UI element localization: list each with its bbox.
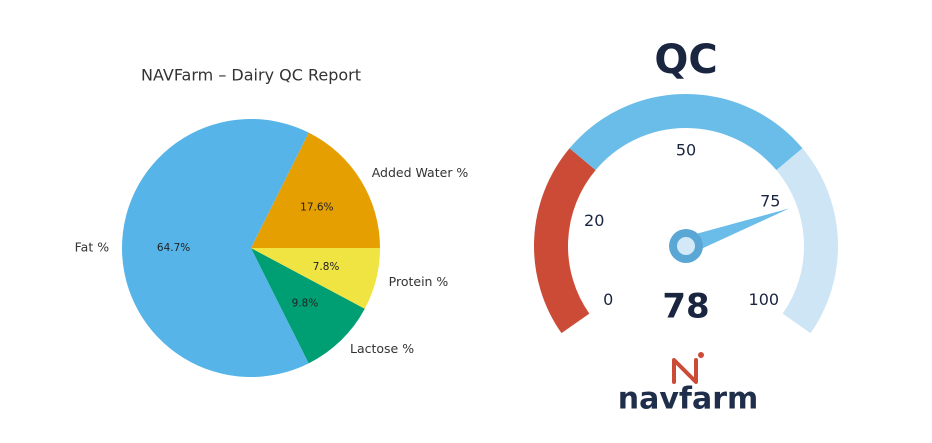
gauge-hub-inner xyxy=(677,237,695,255)
logo-icon xyxy=(672,352,704,384)
gauge-band xyxy=(776,148,838,334)
pie-slice xyxy=(251,248,380,309)
slice-label: Fat % xyxy=(75,240,110,255)
gauge-title: QC xyxy=(654,37,717,83)
pie-title: NAVFarm – Dairy QC Report xyxy=(141,66,361,85)
pie-slice xyxy=(251,132,380,248)
pie-slice xyxy=(122,118,309,377)
gauge-tick-label: 20 xyxy=(584,211,604,230)
slice-label: Protein % xyxy=(389,274,449,289)
slice-value-label: 9.8% xyxy=(292,297,319,309)
slice-value-label: 64.7% xyxy=(157,242,190,254)
gauge-value: 78 xyxy=(662,287,709,327)
logo-mark xyxy=(672,358,698,384)
gauge-tick-label: 100 xyxy=(749,290,780,309)
pie-slice xyxy=(251,248,365,364)
logo-text: navfarm xyxy=(618,382,759,417)
gauge-tick-label: 75 xyxy=(760,192,780,211)
gauge-band xyxy=(569,94,803,171)
gauge-tick-label: 50 xyxy=(676,141,696,160)
logo-dot xyxy=(698,352,704,358)
gauge-needle xyxy=(682,208,790,255)
slice-label: Lactose % xyxy=(350,341,414,356)
gauge-tick-label: 0 xyxy=(603,290,613,309)
slice-label: Added Water % xyxy=(372,165,469,180)
slice-value-label: 17.6% xyxy=(300,201,333,213)
gauge-band xyxy=(534,148,596,334)
slice-value-label: 7.8% xyxy=(313,261,340,273)
